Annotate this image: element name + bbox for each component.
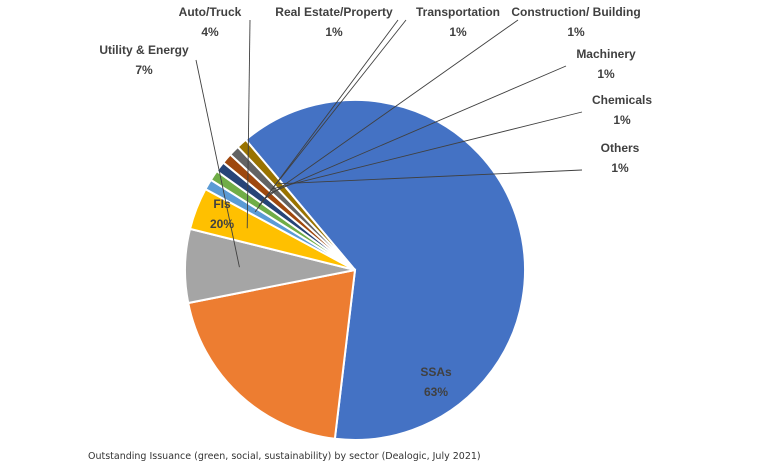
slice-value-real-estate-property: 1% [325,25,343,39]
slice-value-transportation: 1% [449,25,467,39]
slice-value-auto-truck: 4% [201,25,219,39]
slice-label-transportation: Transportation [416,5,500,19]
pie-slice-ssas [244,98,526,441]
slice-value-utility-energy: 7% [135,63,153,77]
leader-line-auto-truck [246,19,251,229]
slice-label-auto-truck: Auto/Truck [179,5,242,19]
slice-label-machinery: Machinery [576,47,636,61]
chart-caption: Outstanding Issuance (green, social, sus… [88,451,481,462]
pie-slice-fis [187,268,357,440]
leader-line-construction-building [262,19,519,201]
slice-label-chemicals: Chemicals [592,93,652,107]
slice-label-utility-energy: Utility & Energy [99,43,189,57]
slice-value-construction-building: 1% [567,25,585,39]
slice-label-fis: FIs [213,197,231,211]
leader-line-utility-energy [195,59,240,268]
slice-label-real-estate-property: Real Estate/Property [275,5,393,19]
slice-label-ssas: SSAs [420,365,452,379]
slice-value-chemicals: 1% [613,113,631,127]
slice-value-ssas: 63% [424,385,448,399]
leader-line-chemicals [272,111,583,190]
slice-label-others: Others [601,141,640,155]
leader-line-machinery [267,65,567,195]
leader-line-transportation [258,19,407,206]
leader-line-others [277,169,583,185]
pie-slice-others [236,138,356,271]
slice-value-machinery: 1% [597,67,615,81]
slice-value-fis: 20% [210,217,234,231]
slice-label-construction-building: Construction/ Building [511,5,640,19]
slice-value-others: 1% [611,161,629,175]
